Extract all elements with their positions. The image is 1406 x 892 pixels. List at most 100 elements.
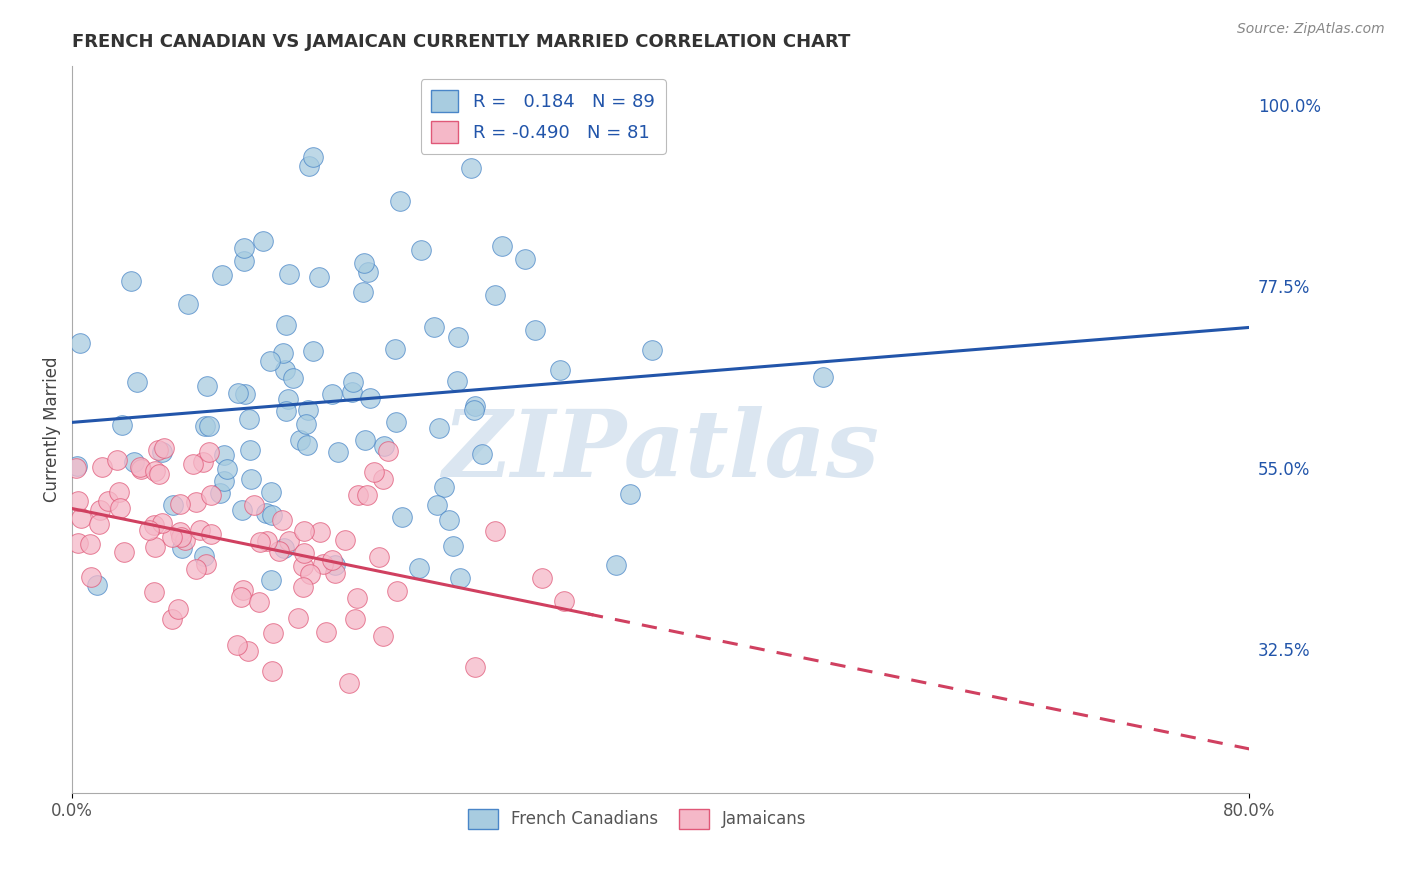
Point	[550, 363, 572, 377]
Point	[347, 488, 370, 502]
Point	[278, 534, 301, 549]
Point	[191, 455, 214, 469]
Point	[281, 371, 304, 385]
Point	[315, 624, 337, 639]
Point	[343, 612, 366, 626]
Point	[460, 161, 482, 175]
Point	[353, 256, 375, 270]
Point	[90, 459, 112, 474]
Point	[238, 644, 260, 658]
Point	[531, 571, 554, 585]
Point	[110, 501, 132, 516]
Point	[288, 433, 311, 447]
Point	[174, 533, 197, 548]
Point	[356, 265, 378, 279]
Point	[184, 562, 207, 576]
Point	[198, 419, 221, 434]
Point	[384, 342, 406, 356]
Point	[181, 457, 204, 471]
Point	[391, 510, 413, 524]
Point	[523, 323, 546, 337]
Point	[271, 346, 294, 360]
Point	[352, 285, 374, 299]
Point	[262, 625, 284, 640]
Point	[373, 629, 395, 643]
Point	[368, 550, 391, 565]
Y-axis label: Currently Married: Currently Married	[44, 357, 60, 502]
Text: Source: ZipAtlas.com: Source: ZipAtlas.com	[1237, 22, 1385, 37]
Point	[356, 488, 378, 502]
Point	[108, 485, 131, 500]
Legend: French Canadians, Jamaicans: French Canadians, Jamaicans	[461, 803, 813, 835]
Point	[162, 498, 184, 512]
Point	[243, 498, 266, 512]
Point	[260, 664, 283, 678]
Point	[80, 570, 103, 584]
Point	[239, 442, 262, 457]
Point	[323, 558, 346, 572]
Point	[129, 462, 152, 476]
Point	[153, 441, 176, 455]
Point	[295, 437, 318, 451]
Point	[298, 567, 321, 582]
Point	[411, 243, 433, 257]
Point	[605, 558, 627, 572]
Point	[302, 343, 325, 358]
Point	[277, 392, 299, 406]
Point	[484, 524, 506, 539]
Point	[297, 403, 319, 417]
Point	[813, 370, 835, 384]
Point	[408, 560, 430, 574]
Point	[301, 151, 323, 165]
Point	[262, 508, 284, 522]
Point	[160, 530, 183, 544]
Point	[197, 444, 219, 458]
Point	[373, 472, 395, 486]
Point	[142, 585, 165, 599]
Point	[297, 159, 319, 173]
Point	[553, 593, 575, 607]
Point	[172, 541, 194, 555]
Point	[146, 442, 169, 457]
Point	[491, 239, 513, 253]
Point	[86, 578, 108, 592]
Point	[65, 460, 87, 475]
Text: 32.5%: 32.5%	[1258, 642, 1310, 660]
Point	[143, 464, 166, 478]
Point	[208, 485, 231, 500]
Point	[388, 194, 411, 208]
Point	[122, 455, 145, 469]
Point	[252, 234, 274, 248]
Point	[105, 453, 128, 467]
Point	[326, 444, 349, 458]
Point	[259, 353, 281, 368]
Point	[87, 516, 110, 531]
Point	[256, 533, 278, 548]
Point	[641, 343, 664, 357]
Point	[112, 544, 135, 558]
Point	[97, 494, 120, 508]
Text: FRENCH CANADIAN VS JAMAICAN CURRENTLY MARRIED CORRELATION CHART: FRENCH CANADIAN VS JAMAICAN CURRENTLY MA…	[72, 33, 851, 51]
Point	[69, 510, 91, 524]
Point	[160, 612, 183, 626]
Point	[287, 611, 309, 625]
Point	[274, 363, 297, 377]
Point	[295, 417, 318, 431]
Point	[260, 573, 283, 587]
Point	[292, 559, 315, 574]
Point	[232, 241, 254, 255]
Point	[274, 318, 297, 332]
Point	[385, 416, 408, 430]
Point	[231, 503, 253, 517]
Point	[254, 506, 277, 520]
Point	[377, 444, 399, 458]
Point	[169, 524, 191, 539]
Point	[200, 526, 222, 541]
Point	[169, 497, 191, 511]
Point	[426, 498, 449, 512]
Point	[148, 467, 170, 482]
Point	[195, 379, 218, 393]
Point	[333, 533, 356, 547]
Point	[441, 540, 464, 554]
Point	[463, 403, 485, 417]
